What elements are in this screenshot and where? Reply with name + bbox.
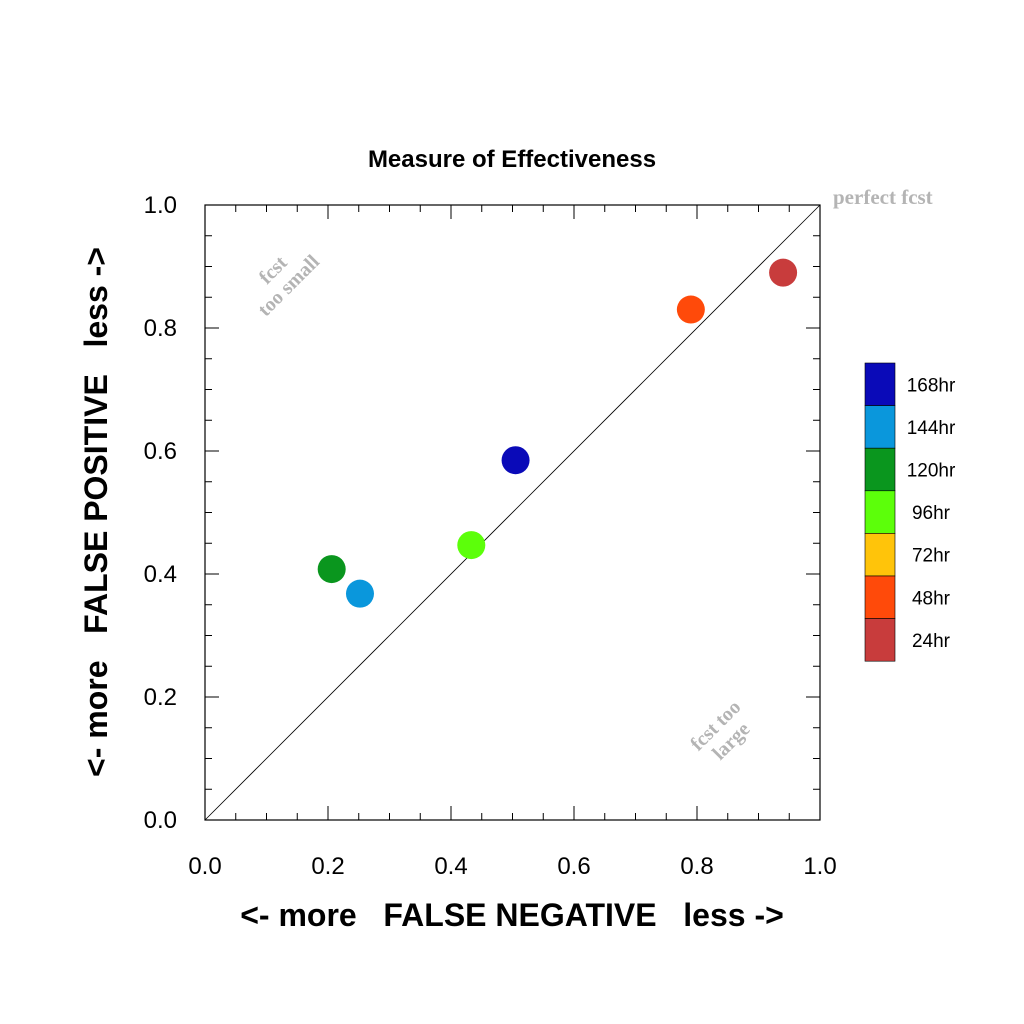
too-large-annotation: fcst too large (686, 696, 754, 764)
point-144hr (345, 579, 374, 608)
legend-swatch-120hr (864, 447, 896, 492)
y-tick-labels: 0.0 0.2 0.4 0.6 0.8 1.0 (144, 192, 177, 834)
x-tick-labels: 0.0 0.2 0.4 0.6 0.8 1.0 (188, 853, 836, 880)
x-tick-label: 1.0 (803, 853, 836, 880)
legend-swatch-96hr (864, 490, 896, 534)
y-tick-label: 0.4 (144, 561, 177, 588)
legend-label-48hr: 48hr (912, 588, 951, 609)
perfect-forecast-annotation: perfect fcst (833, 185, 933, 209)
legend-swatch-72hr (864, 533, 896, 577)
y-tick-label: 0.2 (144, 684, 177, 711)
legend-label-168hr: 168hr (907, 375, 956, 396)
data-points (317, 258, 798, 608)
x-tick-label: 0.8 (680, 853, 713, 880)
legend-swatch-144hr (864, 405, 896, 449)
x-tick-label: 0.4 (434, 853, 467, 880)
point-120hr (317, 555, 346, 584)
legend-label-96hr: 96hr (912, 503, 951, 524)
x-axis-label: <- more FALSE NEGATIVE less -> (240, 897, 784, 933)
x-tick-label: 0.0 (188, 853, 221, 880)
tick-marks (204, 204, 821, 821)
legend-label-24hr: 24hr (912, 631, 951, 652)
x-tick-label: 0.2 (311, 853, 344, 880)
legend-swatch-168hr (864, 362, 896, 406)
point-24hr (769, 258, 798, 287)
x-tick-label: 0.6 (557, 853, 590, 880)
y-tick-label: 0.0 (144, 807, 177, 834)
legend-label-144hr: 144hr (907, 418, 956, 439)
too-small-line2: too small (254, 250, 324, 320)
too-small-annotation: fcst too small (254, 250, 324, 320)
point-48hr (676, 295, 705, 324)
diagonal-reference-line (204, 204, 821, 821)
legend-swatch-24hr (864, 618, 896, 662)
point-96hr (457, 531, 486, 560)
chart-title: Measure of Effectiveness (368, 146, 656, 173)
y-tick-label: 0.6 (144, 438, 177, 465)
legend: 168hr 144hr 120hr 96hr 72hr 48hr 24hr (864, 362, 956, 662)
legend-label-120hr: 120hr (907, 461, 956, 482)
point-168hr (501, 446, 530, 475)
legend-label-72hr: 72hr (912, 546, 951, 567)
legend-swatch-48hr (864, 575, 896, 619)
y-axis-label: <- more FALSE POSITIVE less -> (78, 247, 114, 777)
y-tick-label: 0.8 (144, 315, 177, 342)
y-tick-label: 1.0 (144, 192, 177, 219)
